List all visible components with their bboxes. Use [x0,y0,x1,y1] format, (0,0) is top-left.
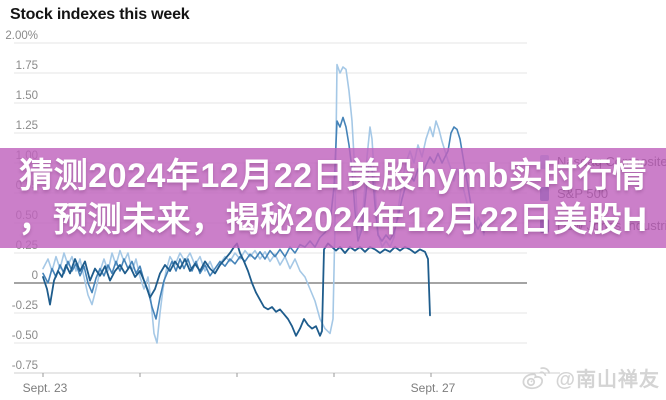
headline-overlay-banner: 猜测2024年12月22日美股hymb实时行情 ，预测未来，揭秘2024年12月… [0,148,666,248]
watermark-handle: @南山禅友 [555,369,660,391]
svg-text:-0.50: -0.50 [12,330,38,342]
weibo-watermark: @南山禅友 [520,363,660,392]
headline-line-1: 猜测2024年12月22日美股hymb实时行情 [19,157,647,195]
svg-text:1.75: 1.75 [16,60,38,72]
weibo-icon [522,367,551,390]
svg-text:1.25: 1.25 [16,120,38,132]
svg-text:2.00%: 2.00% [5,30,38,42]
svg-text:-0.75: -0.75 [12,360,38,372]
svg-text:Sept. 23: Sept. 23 [23,381,68,395]
page-title: Stock indexes this week [10,6,190,23]
svg-text:Sept. 27: Sept. 27 [411,381,456,395]
headline-line-2: ，预测未来，揭秘2024年12月22日美股H [18,201,648,239]
svg-text:0: 0 [32,270,38,282]
svg-text:-0.25: -0.25 [12,300,38,312]
svg-text:1.50: 1.50 [16,90,38,102]
